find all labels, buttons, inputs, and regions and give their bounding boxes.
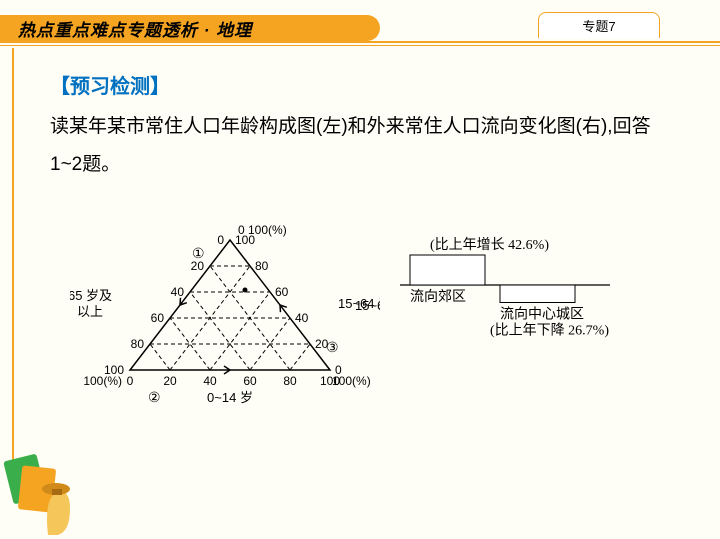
page-title: 热点重点难点专题透析 · 地理	[18, 16, 252, 41]
svg-text:②: ②	[148, 389, 161, 405]
svg-text:③: ③	[326, 339, 339, 355]
svg-text:0: 0	[127, 374, 134, 388]
svg-text:60: 60	[243, 374, 257, 388]
title-band: 热点重点难点专题透析 · 地理	[0, 15, 380, 41]
ternary-chart: 100806040200100806040200020406080100100(…	[70, 210, 380, 410]
svg-text:40: 40	[203, 374, 217, 388]
svg-text:100(%): 100(%)	[332, 374, 371, 388]
preview-heading: 【预习检测】	[50, 70, 170, 99]
svg-text:以上: 以上	[77, 304, 103, 319]
svg-text:80: 80	[283, 374, 297, 388]
svg-text:15~64 岁: 15~64 岁	[338, 296, 380, 311]
svg-text:60: 60	[151, 311, 165, 325]
svg-text:(比上年下降 26.7%): (比上年下降 26.7%)	[490, 323, 609, 339]
svg-text:①: ①	[192, 245, 205, 261]
flow-bar-chart: (比上年增长 42.6%) 流向郊区流向中心城区(比上年下降 26.7%)	[400, 235, 630, 375]
svg-text:0 100(%): 0 100(%)	[238, 223, 287, 237]
svg-text:0~14 岁: 0~14 岁	[207, 390, 253, 405]
svg-text:40: 40	[171, 285, 185, 299]
rule-line-1	[0, 41, 720, 43]
svg-text:40: 40	[295, 311, 309, 325]
corner-decoration	[0, 439, 90, 539]
svg-text:80: 80	[131, 337, 145, 351]
svg-text:100(%): 100(%)	[83, 374, 122, 388]
svg-text:80: 80	[255, 259, 269, 273]
svg-text:0: 0	[217, 233, 224, 247]
svg-text:(比上年增长 42.6%): (比上年增长 42.6%)	[430, 237, 549, 253]
topic-tab: 专题7	[538, 12, 660, 38]
svg-text:20: 20	[191, 259, 205, 273]
question-text: 读某年某市常住人口年龄构成图(左)和外来常住人口流向变化图(右),回答1~2题。	[50, 108, 680, 184]
header: 热点重点难点专题透析 · 地理 专题7	[0, 15, 720, 41]
svg-text:流向中心城区: 流向中心城区	[500, 307, 584, 323]
svg-text:20: 20	[163, 374, 177, 388]
svg-text:60: 60	[275, 285, 289, 299]
rule-line-2	[0, 45, 720, 46]
svg-text:65 岁及: 65 岁及	[70, 288, 112, 303]
svg-text:流向郊区: 流向郊区	[410, 288, 466, 305]
side-rule	[12, 48, 14, 469]
